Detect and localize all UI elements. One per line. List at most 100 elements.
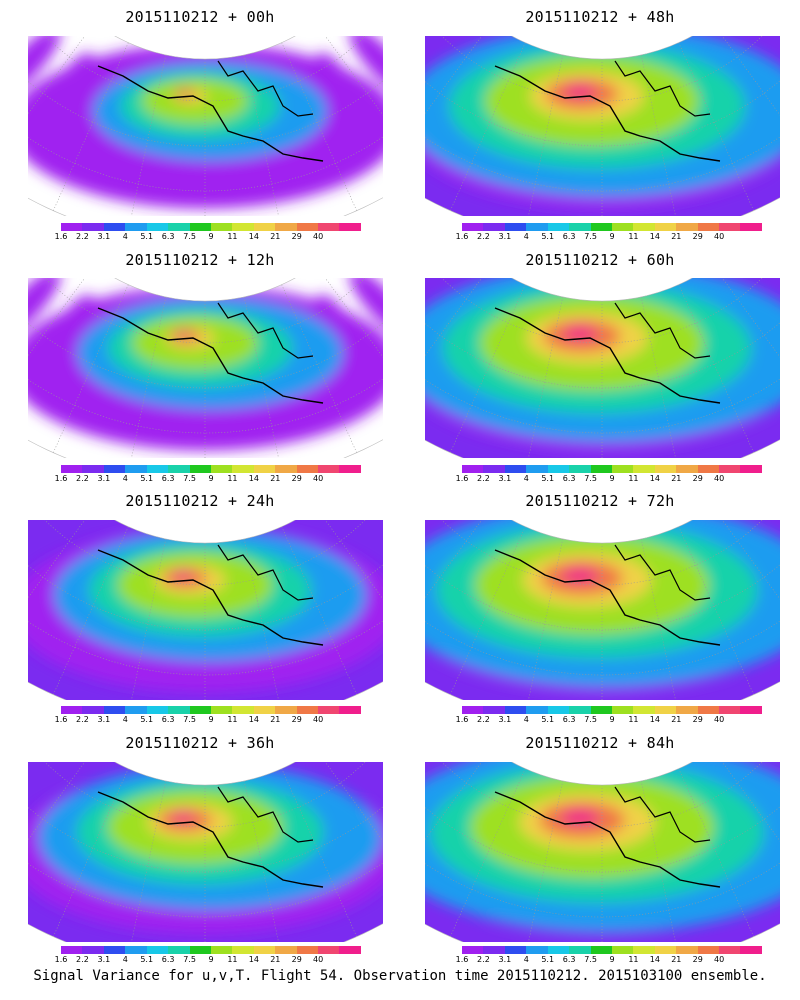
colorbar-tick-label: 1.6 — [54, 232, 68, 241]
colorbar-tick-label: 2.2 — [76, 715, 89, 724]
colorbar-84h: 1.6 2.2 3.1 4 5.1 6.3 7.5 9 11 14 21 29 40 — [456, 946, 762, 965]
colorbar-tick-label: 40 — [714, 474, 725, 483]
colorbar-swatch — [719, 465, 741, 473]
map-panel-84h — [425, 762, 780, 942]
colorbar-swatch — [296, 465, 319, 473]
colorbar-swatch — [339, 465, 361, 473]
colorbar-tick-label: 9 — [609, 955, 615, 964]
colorbar-swatch — [339, 706, 361, 714]
colorbar-60h: 1.6 2.2 3.1 4 5.1 6.3 7.5 9 11 14 21 29 40 — [456, 465, 762, 484]
colorbar-tick-label: 29 — [291, 955, 302, 964]
colorbar-swatch — [569, 706, 591, 714]
colorbar-swatch — [146, 465, 169, 473]
colorbar-tick-label: 4 — [122, 474, 128, 483]
colorbar-tick-label: 14 — [649, 474, 660, 483]
colorbar-swatch — [253, 946, 276, 954]
colorbar-swatch — [82, 706, 104, 714]
colorbar-swatch — [504, 946, 527, 954]
colorbar-swatch — [275, 706, 297, 714]
colorbar-tick-label: 7.5 — [183, 955, 196, 964]
colorbar-swatch — [125, 706, 147, 714]
colorbar-swatch — [633, 465, 655, 473]
colorbar-swatch — [654, 465, 677, 473]
colorbar-swatch — [253, 706, 276, 714]
colorbar-tick-label: 11 — [227, 715, 238, 724]
colorbar-tick-label: 1.6 — [455, 232, 469, 241]
colorbar-tick-label: 11 — [227, 955, 238, 964]
colorbar-tick-label: 21 — [671, 715, 682, 724]
colorbar-tick-label: 6.3 — [161, 232, 175, 241]
colorbar-swatch — [82, 223, 104, 231]
colorbar-swatch — [125, 223, 147, 231]
colorbar-tick-label: 7.5 — [183, 232, 196, 241]
colorbar-tick-label: 9 — [208, 474, 214, 483]
colorbar-tick-label: 14 — [649, 955, 660, 964]
colorbar-tick-label: 1.6 — [455, 715, 469, 724]
colorbar-tick-label: 5.1 — [541, 715, 555, 724]
colorbar-tick-label: 7.5 — [584, 232, 597, 241]
colorbar-tick-label: 6.3 — [161, 955, 175, 964]
colorbar-tick-label: 40 — [714, 955, 725, 964]
colorbar-swatch — [611, 223, 634, 231]
colorbar-swatch — [504, 706, 527, 714]
figure-caption: Signal Variance for u,v,T. Flight 54. Ob… — [33, 968, 767, 984]
colorbar-swatch — [296, 946, 319, 954]
colorbar-tick-label: 7.5 — [584, 955, 597, 964]
colorbar-tick-label: 4 — [122, 715, 128, 724]
colorbar-swatch — [719, 706, 741, 714]
colorbar-tick-label: 6.3 — [161, 474, 175, 483]
map-panel-24h — [28, 520, 383, 700]
colorbar-tick-label: 9 — [609, 715, 615, 724]
colorbar-tick-label: 1.6 — [54, 955, 68, 964]
map-panel-48h — [425, 36, 780, 216]
colorbar-tick-label: 29 — [692, 715, 703, 724]
map-panel-12h — [28, 278, 383, 458]
colorbar-swatch — [146, 946, 169, 954]
colorbar-swatch — [462, 223, 484, 231]
colorbar-tick-label: 3.1 — [498, 232, 512, 241]
colorbar-tick-label: 4 — [523, 474, 529, 483]
colorbar-tick-label: 14 — [649, 232, 660, 241]
colorbar-swatch — [590, 465, 612, 473]
colorbar-swatch — [253, 465, 276, 473]
colorbar-tick-label: 40 — [313, 955, 324, 964]
colorbar-tick-label: 2.2 — [477, 955, 490, 964]
colorbar-swatch — [740, 465, 762, 473]
colorbar-swatch — [590, 946, 612, 954]
colorbar-00h: 1.6 2.2 3.1 4 5.1 6.3 7.5 9 11 14 21 29 40 — [55, 223, 361, 242]
colorbar-24h: 1.6 2.2 3.1 4 5.1 6.3 7.5 9 11 14 21 29 40 — [55, 706, 361, 725]
colorbar-swatch — [103, 946, 126, 954]
colorbar-tick-label: 1.6 — [455, 474, 469, 483]
colorbar-swatch — [189, 465, 211, 473]
colorbar-tick-label: 2.2 — [477, 232, 490, 241]
colorbar-swatch — [339, 223, 361, 231]
colorbar-swatch — [547, 946, 570, 954]
colorbar-tick-label: 3.1 — [498, 474, 512, 483]
panel-title-84h: 2015110212 + 84h — [525, 734, 675, 752]
colorbar-tick-label: 2.2 — [76, 474, 89, 483]
colorbar-swatch — [654, 946, 677, 954]
map-panel-36h — [28, 762, 383, 942]
colorbar-swatch — [318, 946, 340, 954]
colorbar-swatch — [82, 946, 104, 954]
colorbar-swatch — [740, 706, 762, 714]
colorbar-swatch — [61, 223, 83, 231]
colorbar-swatch — [697, 706, 720, 714]
colorbar-tick-label: 4 — [523, 232, 529, 241]
colorbar-tick-label: 9 — [208, 232, 214, 241]
colorbar-tick-label: 5.1 — [140, 715, 154, 724]
colorbar-tick-label: 11 — [628, 955, 639, 964]
colorbar-tick-label: 1.6 — [54, 474, 68, 483]
colorbar-tick-label: 3.1 — [97, 232, 111, 241]
colorbar-swatch — [547, 706, 570, 714]
colorbar-tick-label: 2.2 — [76, 232, 89, 241]
colorbar-swatch — [232, 223, 254, 231]
colorbar-swatch — [82, 465, 104, 473]
colorbar-swatch — [253, 223, 276, 231]
colorbar-swatch — [462, 706, 484, 714]
colorbar-tick-label: 29 — [692, 232, 703, 241]
colorbar-swatch — [168, 465, 190, 473]
colorbar-swatch — [189, 706, 211, 714]
colorbar-swatch — [676, 223, 698, 231]
colorbar-tick-label: 14 — [248, 955, 259, 964]
